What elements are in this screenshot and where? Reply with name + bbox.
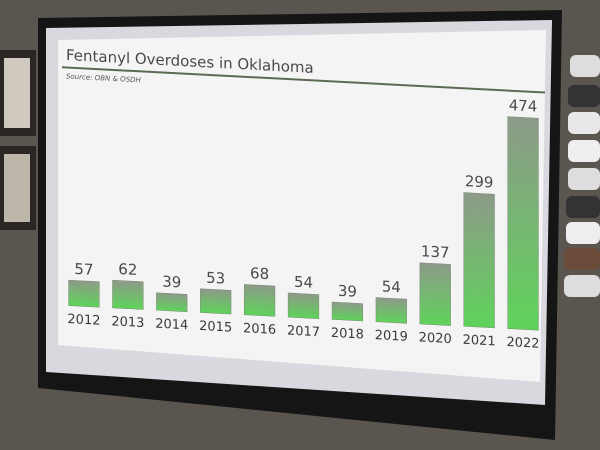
x-tick-label: 2016 <box>243 321 276 338</box>
data-label: 54 <box>382 277 401 296</box>
bar <box>331 301 364 322</box>
bottle <box>564 248 600 270</box>
bottle <box>566 196 600 218</box>
bar <box>375 297 407 324</box>
data-label: 39 <box>162 273 181 292</box>
chart-source: Source: OBN & OSDH <box>66 72 142 84</box>
data-label: 62 <box>118 260 137 279</box>
data-label: 57 <box>74 260 93 279</box>
bottle-shelf <box>564 55 600 297</box>
bottle <box>564 275 600 297</box>
bottle <box>568 85 600 107</box>
bar <box>200 288 232 315</box>
title-rule <box>62 66 545 94</box>
bar <box>419 262 451 326</box>
bar <box>463 192 495 329</box>
x-tick-label: 2014 <box>155 317 188 334</box>
bar <box>287 292 320 319</box>
data-label: 299 <box>465 172 494 191</box>
x-tick-label: 2022 <box>507 335 540 352</box>
data-label: 137 <box>421 242 450 261</box>
bar <box>156 292 188 313</box>
data-label: 54 <box>294 273 313 292</box>
data-label: 53 <box>206 269 225 288</box>
bottle <box>568 112 600 134</box>
x-tick-label: 2015 <box>199 319 232 336</box>
bottle <box>568 168 600 190</box>
picture <box>4 58 30 128</box>
bottle <box>566 222 600 244</box>
bottle <box>570 55 600 77</box>
x-tick-label: 2013 <box>111 314 144 331</box>
picture <box>4 154 30 222</box>
x-tick-label: 2020 <box>419 330 452 347</box>
data-label: 39 <box>338 282 357 301</box>
x-tick-label: 2012 <box>67 312 100 329</box>
chart: Fentanyl Overdoses in Oklahoma Source: O… <box>62 46 545 352</box>
data-label: 474 <box>509 96 538 115</box>
x-tick-label: 2019 <box>375 328 408 345</box>
x-tick-label: 2017 <box>287 324 320 341</box>
bar <box>112 279 144 310</box>
bar <box>507 116 539 331</box>
data-label: 68 <box>250 264 269 283</box>
bar <box>243 284 276 317</box>
x-tick-label: 2021 <box>463 333 496 350</box>
bottle <box>568 140 600 162</box>
bar <box>68 279 100 308</box>
x-tick-label: 2018 <box>331 326 364 343</box>
